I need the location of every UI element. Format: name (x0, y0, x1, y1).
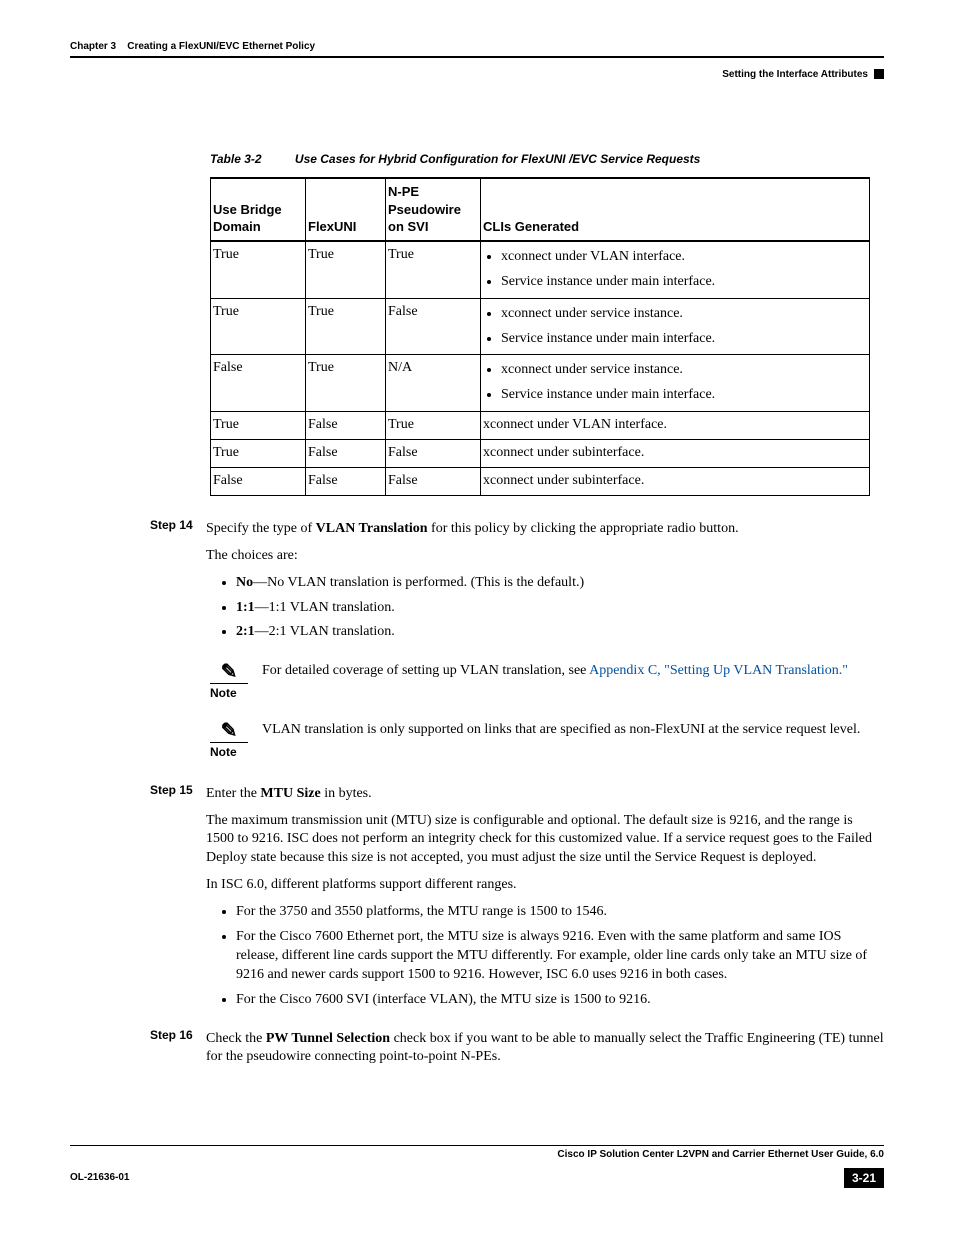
cli-item: xconnect under service instance. (501, 361, 863, 380)
cli-item: Service instance under main interface. (501, 273, 863, 292)
note-block-2: ✎ Note VLAN translation is only supporte… (210, 721, 884, 760)
col-flexuni: FlexUNI (306, 178, 386, 241)
note-word: Note (210, 742, 248, 760)
use-cases-table: Use Bridge Domain FlexUNI N-PE Pseudowir… (210, 177, 870, 496)
footer-guide: Cisco IP Solution Center L2VPN and Carri… (70, 1148, 884, 1162)
table-cell: False (306, 467, 386, 495)
note2-text: VLAN translation is only supported on li… (262, 721, 884, 740)
table-row: TrueTrueTruexconnect under VLAN interfac… (211, 241, 870, 298)
choice-item: 2:1—2:1 VLAN translation. (236, 623, 884, 642)
step15-intro: Enter the MTU Size in bytes. (206, 785, 884, 804)
header-block-icon (874, 69, 884, 79)
table-cell: False (211, 355, 306, 412)
table-title: Use Cases for Hybrid Configuration for F… (295, 152, 700, 166)
table-cell: True (211, 412, 306, 440)
table-cell: False (306, 440, 386, 468)
table-row: TrueFalseTruexconnect under VLAN interfa… (211, 412, 870, 440)
table-cell-clis: xconnect under service instance. Service … (481, 298, 870, 355)
table-cell-clis: xconnect under VLAN interface. Service in… (481, 241, 870, 298)
header-rule (70, 56, 884, 58)
step16-intro: Check the PW Tunnel Selection check box … (206, 1030, 884, 1068)
table-cell: False (386, 440, 481, 468)
table-cell: True (306, 241, 386, 298)
section-title: Setting the Interface Attributes (722, 68, 868, 82)
table-cell: True (306, 355, 386, 412)
note1-text: For detailed coverage of setting up VLAN… (262, 662, 884, 681)
step14-intro: Specify the type of VLAN Translation for… (206, 520, 884, 539)
table-cell: N/A (386, 355, 481, 412)
pencil-icon: ✎ (221, 662, 238, 682)
table-row: TrueFalseFalsexconnect under subinterfac… (211, 440, 870, 468)
table-cell: False (386, 467, 481, 495)
page-number: 3-21 (844, 1168, 884, 1188)
cli-item: xconnect under service instance. (501, 305, 863, 324)
table-cell-clis: xconnect under VLAN interface. (481, 412, 870, 440)
col-use-bridge: Use Bridge Domain (211, 178, 306, 241)
table-cell: False (211, 467, 306, 495)
platform-item: For the 3750 and 3550 platforms, the MTU… (236, 903, 884, 922)
col-npe: N-PE Pseudowire on SVI (386, 178, 481, 241)
footer-rule (70, 1145, 884, 1146)
main-content: Table 3-2 Use Cases for Hybrid Configura… (150, 151, 884, 1075)
footer-doc: OL-21636-01 (70, 1171, 129, 1185)
table-cell: False (306, 412, 386, 440)
table-cell: True (211, 241, 306, 298)
appendix-link[interactable]: Appendix C, "Setting Up VLAN Translation… (589, 663, 848, 678)
footer-row: OL-21636-01 3-21 (70, 1168, 884, 1188)
table-row: FalseFalseFalsexconnect under subinterfa… (211, 467, 870, 495)
table-row: FalseTrueN/Axconnect under service insta… (211, 355, 870, 412)
note-block-1: ✎ Note For detailed coverage of setting … (210, 662, 884, 701)
choices-label: The choices are: (206, 547, 884, 566)
step15-bullets: For the 3750 and 3550 platforms, the MTU… (206, 903, 884, 1009)
chapter-label: Chapter 3 (70, 41, 116, 52)
chapter-title: Creating a FlexUNI/EVC Ethernet Policy (127, 41, 315, 52)
pencil-icon: ✎ (221, 721, 238, 741)
table-cell: True (386, 412, 481, 440)
step-label: Step 16 (150, 1026, 206, 1076)
table-cell: True (211, 440, 306, 468)
step-label: Step 15 (150, 781, 206, 1020)
table-cell-clis: xconnect under subinterface. (481, 467, 870, 495)
platform-item: For the Cisco 7600 SVI (interface VLAN),… (236, 991, 884, 1010)
step-16: Step 16 Check the PW Tunnel Selection ch… (150, 1026, 884, 1076)
table-cell: True (306, 298, 386, 355)
table-label: Table 3-2 (210, 152, 262, 166)
table-caption: Table 3-2 Use Cases for Hybrid Configura… (210, 151, 884, 167)
table-cell-clis: xconnect under service instance. Service … (481, 355, 870, 412)
step-14: Step 14 Specify the type of VLAN Transla… (150, 516, 884, 652)
table-cell-clis: xconnect under subinterface. (481, 440, 870, 468)
table-cell: True (386, 241, 481, 298)
page-header: Chapter 3 Creating a FlexUNI/EVC Etherne… (70, 40, 884, 54)
step14-choices: No—No VLAN translation is performed. (Th… (206, 574, 884, 643)
table-cell: True (211, 298, 306, 355)
table-cell: False (386, 298, 481, 355)
col-clis: CLIs Generated (481, 178, 870, 241)
choice-item: 1:1—1:1 VLAN translation. (236, 599, 884, 618)
cli-item: xconnect under VLAN interface. (501, 248, 863, 267)
table-row: TrueTrueFalsexconnect under service inst… (211, 298, 870, 355)
note-word: Note (210, 683, 248, 701)
platform-item: For the Cisco 7600 Ethernet port, the MT… (236, 928, 884, 985)
step15-p1: The maximum transmission unit (MTU) size… (206, 812, 884, 869)
cli-item: Service instance under main interface. (501, 330, 863, 349)
step-label: Step 14 (150, 516, 206, 652)
choice-item: No—No VLAN translation is performed. (Th… (236, 574, 884, 593)
step15-p2: In ISC 6.0, different platforms support … (206, 876, 884, 895)
cli-item: Service instance under main interface. (501, 386, 863, 405)
step-15: Step 15 Enter the MTU Size in bytes. The… (150, 781, 884, 1020)
